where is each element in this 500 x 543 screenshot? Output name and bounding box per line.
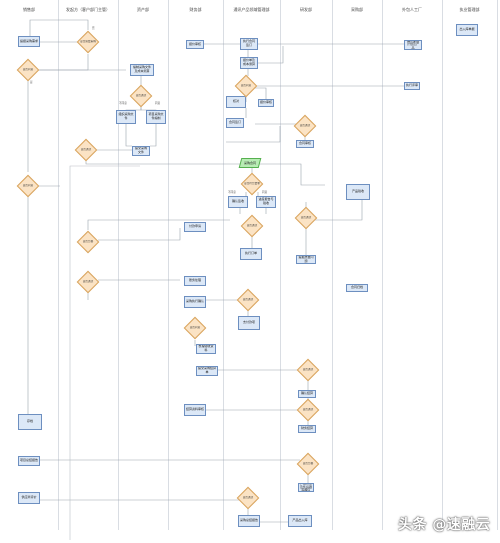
decision-label: 是否通过 — [246, 224, 258, 227]
process-box: 报价审核 — [186, 40, 204, 49]
decision-label: 是否同意 — [189, 326, 201, 329]
process-box: 产品出入库 — [288, 515, 312, 527]
process-box: 产品验收 — [346, 184, 370, 200]
process-box: 确认采购计划及产品 — [404, 40, 422, 50]
edge-label: 是 — [30, 81, 33, 84]
lane-header-telecom: 通讯产品领域管理部 — [233, 7, 270, 12]
process-box: 提交采购文件 — [132, 146, 150, 156]
process-box: 整理验收资料 — [196, 344, 216, 354]
decision-label: 是否通过 — [299, 124, 311, 127]
lane-divider — [442, 0, 443, 530]
process-box: 支付款项 — [238, 316, 260, 330]
decision-label: 是否同意 — [22, 184, 34, 187]
process-box: 财务结算 — [298, 425, 316, 433]
process-box: 项目总结报告 — [18, 456, 40, 466]
process-box: 执行合同签订 — [240, 38, 258, 50]
process-box: 账务处理 — [184, 276, 206, 286]
edge-label: 否 — [92, 27, 95, 30]
process-box: 存档 — [18, 414, 42, 430]
decision-label: 是否通过 — [300, 216, 312, 219]
process-box: 提交采购结算单 — [196, 366, 218, 376]
lane-header-rnd: 研发部 — [300, 7, 312, 12]
decision-label: 是否合格 — [302, 462, 314, 465]
edge-label: 同意 — [155, 102, 161, 105]
edge-label: 同意 — [262, 191, 268, 194]
data-node-label: 采购合同 — [243, 161, 256, 165]
lane-header-assets: 资产部 — [137, 7, 149, 12]
process-box: 采购总结报告 — [238, 515, 260, 527]
lane-header-practice: 执业管理部 — [459, 7, 480, 12]
lane-divider — [497, 0, 498, 530]
process-box: 确认签收 — [228, 196, 248, 208]
decision-label: 是否同意 — [22, 68, 34, 71]
process-box: 组织采购文件 — [116, 110, 136, 124]
decision-label: 是否通过 — [302, 408, 314, 411]
lane-header-procurement: 采购部 — [351, 7, 363, 12]
decision-label: 是否通过 — [242, 298, 254, 301]
process-box: 结算资料审核 — [184, 404, 206, 416]
lane-header-sales: 销售部 — [23, 7, 35, 12]
lane-divider — [118, 0, 119, 530]
process-box: 项目采购文件编制 — [146, 110, 166, 124]
edge-label: 不同意 — [119, 102, 127, 105]
process-box: 产品质量及售后跟踪确认 — [298, 483, 314, 492]
lane-divider — [168, 0, 169, 530]
process-box: 提报采购需求 — [18, 36, 40, 47]
process-box: 采购执行确认 — [184, 296, 206, 308]
lane-header-initiator: 发起方（客户部门主管） — [66, 7, 110, 12]
process-box: 合同归档 — [346, 284, 368, 292]
process-box: 付款申请 — [184, 222, 206, 232]
lane-divider — [332, 0, 333, 530]
edge-label: 不同意 — [228, 191, 236, 194]
lane-divider — [382, 0, 383, 530]
process-box: 提报质量问题 — [296, 255, 316, 264]
decision-label: 是否合格 — [82, 240, 94, 243]
process-box: 报价审核 — [258, 99, 274, 107]
decision-label: 是否通过 — [82, 280, 94, 283]
lane-divider — [223, 0, 224, 530]
process-box: 供应商评价 — [18, 492, 40, 504]
process-box: 编制采购文件及成本测算 — [130, 64, 154, 76]
watermark-text: 头条 @速融云 — [398, 517, 491, 533]
process-box: 合同审核 — [296, 140, 314, 148]
decision-label: 是否通过 — [80, 148, 92, 151]
lane-divider — [280, 0, 281, 530]
lane-header-outsourcing: 外包人工厂 — [402, 7, 422, 12]
decision-label: 是否符合要求 — [244, 182, 260, 185]
process-box: 执行订单 — [240, 248, 262, 260]
process-box: 合同签订 — [226, 118, 244, 128]
decision-label: 是否通过 — [242, 496, 254, 499]
process-box: 执行评审 — [404, 82, 420, 90]
lane-header-finance: 财务部 — [189, 7, 202, 12]
process-box: 确认结算 — [298, 390, 316, 398]
process-box: 进度报告与验收 — [256, 196, 276, 208]
process-box: 报价单及成本测算 — [240, 57, 258, 69]
lane-divider — [58, 0, 59, 530]
decision-label: 是否通过 — [302, 368, 314, 371]
process-box: 核对 — [226, 96, 246, 108]
decision-label: 是否需要采购 — [80, 40, 96, 43]
process-box: 出入库单据 — [456, 24, 478, 36]
decision-label: 是否通过 — [135, 94, 147, 97]
decision-label: 是否同意 — [240, 84, 252, 87]
